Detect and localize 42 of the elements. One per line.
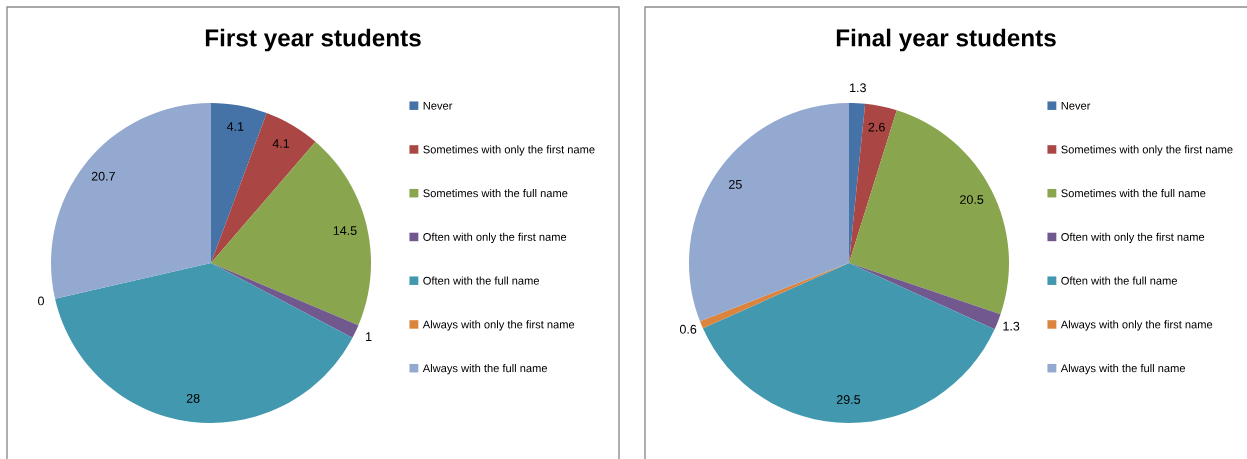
pie-slice [211,113,316,263]
pie-slice [849,103,897,263]
legend-label: Never [423,101,453,110]
data-label: 1.3 [1003,321,1020,331]
data-label: 28 [186,393,200,403]
data-label: 14.5 [333,226,357,235]
pie-slice [849,110,1009,315]
legend-label: Often with only the first name [1061,232,1205,244]
legend-label: Always with the full name [422,364,548,375]
chart-title: Final year students [836,28,1056,52]
legend-label: Often with the full name [1061,276,1178,285]
legend-label: Sometimes with the full name [423,189,568,198]
pie-slice [51,103,211,299]
pie-slice [700,263,849,329]
legend-label: Sometimes with only the first name [1061,145,1233,156]
pie-slice [689,103,849,322]
pie-slice [211,263,359,338]
pie-slice [55,263,353,423]
data-label: 25 [729,179,742,189]
text: 0 [38,296,45,306]
legend-label: Sometimes with only the first name [423,145,595,156]
legend-label: Often with the full name [423,276,540,285]
data-label: 2.6 [868,122,885,132]
data-label: 0.6 [679,324,697,334]
data-label: 1 [366,332,372,341]
pie-slice [702,263,995,423]
legend-label: Always with the full name [1060,364,1186,375]
data-label: 29.5 [836,395,861,404]
pie-slice [211,103,267,263]
pie-slice [211,141,371,326]
legend-label: Always with only the first name [422,320,575,331]
legend-label: Often with only the first name [423,232,567,244]
data-label: 4.1 [226,122,244,131]
data-label: 1.3 [850,83,866,93]
data-label: 20.5 [960,195,984,204]
legend-label: Sometimes with the full name [1061,189,1206,198]
data-label: 20.7 [91,171,115,181]
legend-label: Never [1061,101,1091,110]
legend-label: Always with only the first name [1060,320,1213,331]
chart-title: First year students [205,28,421,52]
data-label: 4.1 [272,139,290,148]
pie-slice [849,263,1001,330]
